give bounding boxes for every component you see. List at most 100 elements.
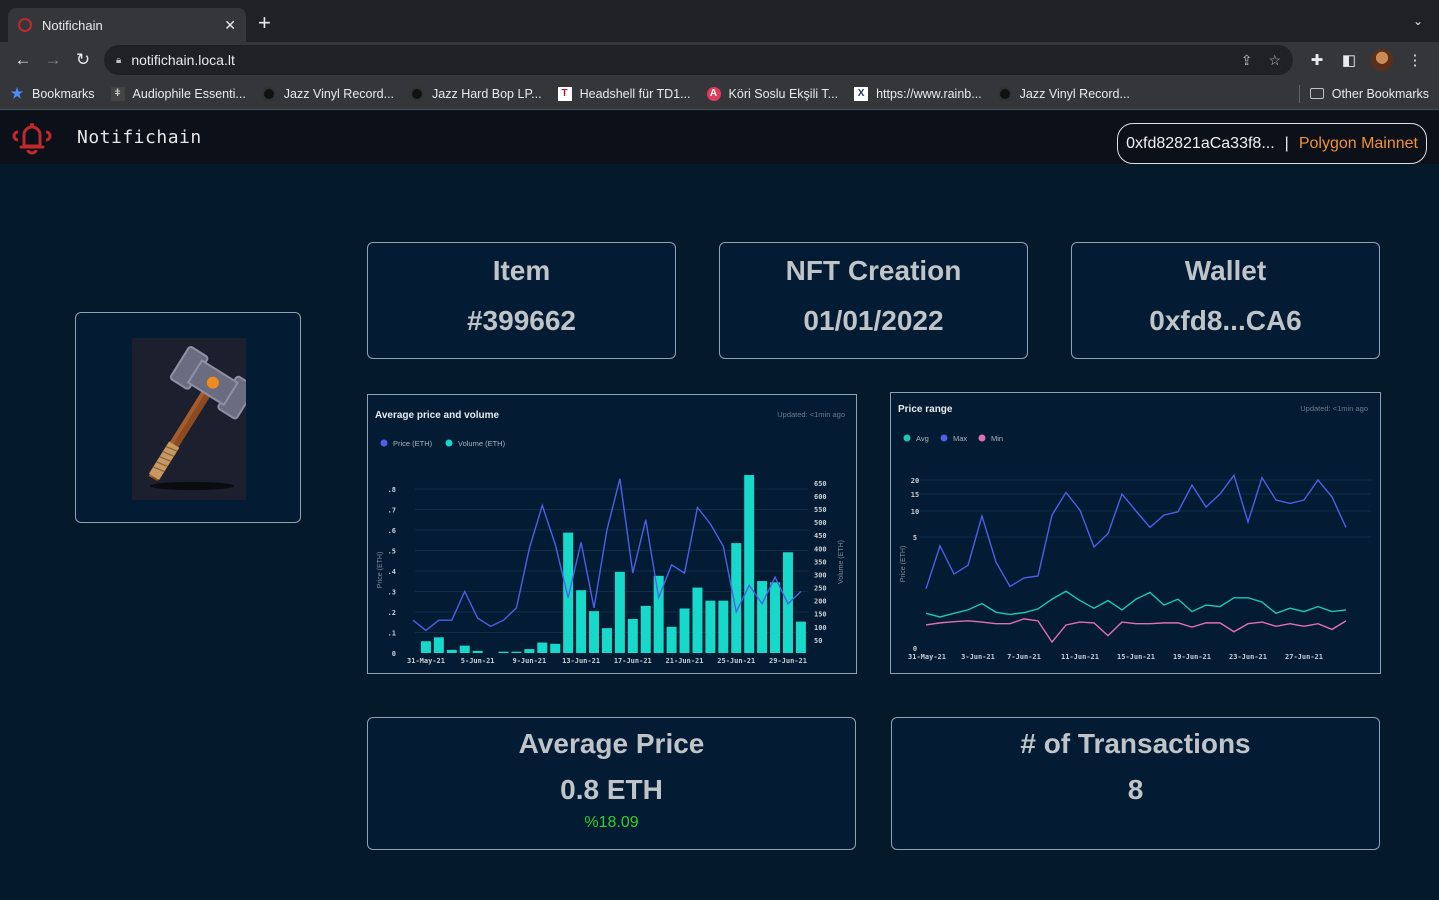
bookmark-label: Jazz Hard Bop LP...	[432, 86, 542, 101]
bookmark-item[interactable]: Jazz Hard Bop LP...	[410, 86, 542, 101]
bookmark-item[interactable]: ★ Bookmarks	[10, 85, 95, 101]
volume-bar	[770, 582, 781, 653]
side-panel-icon[interactable]: ◧	[1341, 52, 1357, 69]
y-tick-label: 5	[913, 534, 917, 542]
bookmark-item[interactable]: A Köri Soslu Ekşili T...	[706, 86, 839, 101]
y-axis-label: Price (ETH)	[900, 546, 907, 583]
volume-bar	[576, 590, 587, 653]
share-icon[interactable]: ⇪	[1240, 51, 1253, 68]
y2-tick-label: 650	[814, 480, 827, 488]
volume-bar	[589, 611, 600, 653]
chart-title: Average price and volume	[375, 410, 500, 421]
bookmark-label: Jazz Vinyl Record...	[283, 86, 395, 101]
bookmark-label: Jazz Vinyl Record...	[1019, 86, 1130, 101]
browser-tab-strip: Notifichain ✕ + ⌄	[0, 0, 1439, 42]
x-tick-label: 7-Jun-21	[1007, 653, 1041, 661]
legend-dot	[903, 434, 911, 442]
bookmark-label: Headshell für TD1...	[579, 86, 691, 101]
forward-arrow-icon[interactable]: →	[44, 50, 62, 69]
average-price-value: 0.8 ETH	[560, 774, 663, 805]
nft-creation-title: NFT Creation	[785, 255, 962, 286]
legend-dot	[445, 439, 453, 447]
x-tick-label: 27-Jun-21	[1285, 653, 1323, 661]
volume-bar	[511, 651, 522, 653]
volume-bar	[731, 543, 742, 653]
bookmark-item[interactable]: T Headshell für TD1...	[557, 86, 691, 101]
bookmarks-bar: ★ Bookmarks ǂ Audiophile Essenti... Jazz V…	[0, 78, 1439, 110]
x-tick-label: 25-Jun-21	[717, 657, 755, 665]
tab-search-chevron-icon[interactable]: ⌄	[1412, 14, 1423, 28]
lock-icon[interactable]: 🔒︎	[116, 54, 122, 66]
bookmark-item[interactable]: ǂ Audiophile Essenti...	[110, 86, 246, 101]
bookmark-item[interactable]: Jazz Vinyl Record...	[997, 86, 1130, 101]
brand-name[interactable]: Notifichain	[77, 127, 202, 148]
volume-bar	[718, 600, 729, 653]
x-logo-icon: X	[854, 86, 869, 101]
volume-bar	[614, 571, 625, 653]
wallet-address: 0xfd82821aCa33f8...	[1126, 134, 1275, 152]
item-title: Item	[492, 255, 551, 286]
back-arrow-icon[interactable]: ←	[14, 50, 32, 69]
bell-logo-icon[interactable]	[12, 118, 52, 158]
extensions-puzzle-icon[interactable]: ✚	[1310, 52, 1324, 69]
price-range-chart[interactable]: Price range Updated: <1min ago Avg Max Min 0 5…	[891, 393, 1382, 675]
volume-bar	[537, 642, 548, 653]
volume-bar	[640, 605, 651, 653]
bookmark-star-icon[interactable]: ☆	[1268, 51, 1281, 68]
legend-label: Max	[953, 434, 967, 443]
legend-label: Price (ETH)	[393, 439, 433, 448]
x-tick-label: 15-Jun-21	[1117, 653, 1155, 661]
y-tick-label: 0	[392, 650, 396, 658]
star-icon: ★	[10, 85, 24, 101]
volume-bar	[757, 581, 768, 653]
chart-updated-label: Updated: <1min ago	[777, 410, 845, 419]
app-root: Notifichain 0xfd82821aCa33f8... | Polygo…	[0, 111, 1439, 900]
tab-title: Notifichain	[42, 17, 103, 33]
divider	[1298, 84, 1300, 103]
reload-icon[interactable]: ↻	[75, 50, 91, 69]
volume-bar	[795, 621, 806, 653]
y-tick-label: 0	[913, 645, 917, 653]
browser-toolbar: ← → ↻ 🔒︎ notifichain.loca.lt ⇪ ☆ ✚ ◧ ⋮	[0, 42, 1439, 78]
bookmark-label: Köri Soslu Ekşili T...	[728, 86, 839, 101]
x-tick-label: 23-Jun-21	[1229, 653, 1267, 661]
y-tick-label: 15	[911, 491, 919, 499]
average-price-title: Average Price	[518, 728, 705, 759]
x-tick-label: 13-Jun-21	[562, 657, 600, 665]
volume-bar	[601, 628, 612, 653]
volume-bar	[563, 532, 574, 653]
browser-tab-active[interactable]: Notifichain ✕	[8, 8, 246, 42]
tab-close-icon[interactable]: ✕	[224, 16, 236, 33]
transactions-value: 8	[1127, 774, 1144, 805]
wallet-title: Wallet	[1184, 255, 1267, 286]
hammer-icon	[148, 346, 256, 490]
legend-dot	[940, 434, 948, 442]
chart-updated-label: Updated: <1min ago	[1300, 404, 1368, 413]
y-tick-label: .8	[388, 486, 396, 494]
price-volume-chart[interactable]: Average price and volume Updated: <1min a…	[368, 395, 858, 675]
volume-bar	[459, 645, 470, 653]
new-tab-plus-icon[interactable]: +	[258, 10, 271, 35]
wallet-connect-button[interactable]: 0xfd82821aCa33f8... | Polygon Mainnet	[1117, 123, 1427, 164]
price-range-chart-card: Price range Updated: <1min ago Avg Max Min 0 5…	[890, 392, 1381, 674]
price-volume-chart-card: Average price and volume Updated: <1min a…	[367, 394, 857, 674]
t-logo-icon: T	[557, 86, 572, 101]
y2-tick-label: 400	[814, 545, 827, 553]
profile-avatar[interactable]	[1371, 49, 1393, 71]
vinyl-icon	[410, 86, 425, 101]
address-bar[interactable]: 🔒︎ notifichain.loca.lt ⇪ ☆	[104, 45, 1293, 75]
url-text[interactable]: notifichain.loca.lt	[131, 52, 235, 68]
price-line	[412, 478, 802, 632]
y2-tick-label: 200	[814, 598, 827, 606]
legend-dot	[380, 439, 388, 447]
bookmark-item[interactable]: Jazz Vinyl Record...	[261, 86, 395, 101]
max-line	[925, 473, 1347, 590]
volume-bar	[627, 618, 638, 653]
y-tick-label: .3	[388, 589, 396, 597]
y-tick-label: .7	[388, 507, 396, 515]
browser-menu-kebab-icon[interactable]: ⋮	[1407, 52, 1423, 69]
other-bookmarks[interactable]: Other Bookmarks	[1309, 87, 1429, 101]
x-tick-label: 3-Jun-21	[961, 653, 995, 661]
legend-label: Min	[991, 434, 1003, 443]
